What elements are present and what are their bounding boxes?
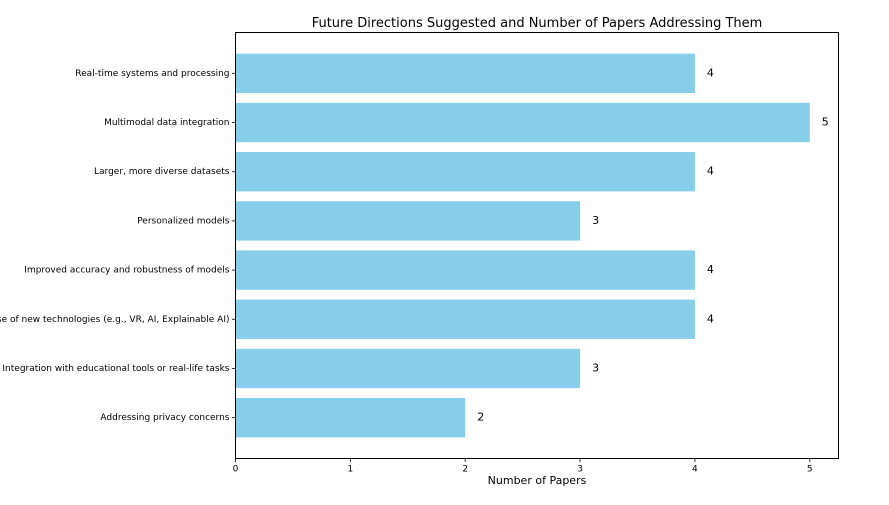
bars-layer xyxy=(235,53,810,438)
chart-title: Future Directions Suggested and Number o… xyxy=(312,16,763,31)
bar-value-label: 5 xyxy=(822,116,829,129)
bar xyxy=(235,299,695,339)
category-labels-layer: Real-time systems and processing Multimod… xyxy=(0,69,236,423)
plot-frame xyxy=(235,32,839,459)
bar-value-label: 4 xyxy=(707,263,714,276)
x-tick-label: 4 xyxy=(692,465,698,475)
x-axis-label: Number of Papers xyxy=(488,474,587,487)
bar-value-label: 4 xyxy=(707,66,714,79)
x-tick-label: 3 xyxy=(577,465,583,475)
bar-value-label: 3 xyxy=(592,361,599,374)
x-tick-label: 0 xyxy=(233,465,239,475)
bar xyxy=(235,250,695,290)
bar-value-label: 4 xyxy=(707,312,714,325)
x-ticks-layer: 0 1 2 3 4 5 xyxy=(233,458,813,475)
category-label: Addressing privacy concerns xyxy=(100,413,229,423)
category-label: Larger, more diverse datasets xyxy=(94,167,230,177)
x-tick-label: 5 xyxy=(807,465,813,475)
category-label: Improved accuracy and robustness of mode… xyxy=(24,266,230,276)
bar xyxy=(235,348,581,389)
category-label: Integration with educational tools or re… xyxy=(2,364,229,374)
data-labels-layer: 4 5 4 3 4 4 3 2 xyxy=(477,66,829,423)
bar xyxy=(235,201,581,241)
bar xyxy=(235,102,810,143)
bar xyxy=(235,53,695,94)
bar xyxy=(235,152,695,192)
bar-value-label: 2 xyxy=(477,411,484,424)
bar-value-label: 4 xyxy=(707,165,714,178)
category-label: Use of new technologies (e.g., VR, AI, E… xyxy=(0,315,230,325)
category-label: Real-time systems and processing xyxy=(75,69,229,79)
x-tick-label: 2 xyxy=(462,465,468,475)
bar-value-label: 3 xyxy=(592,214,599,227)
x-tick-label: 1 xyxy=(347,465,353,475)
bar xyxy=(235,397,466,438)
category-label: Multimodal data integration xyxy=(104,118,229,128)
category-label: Personalized models xyxy=(137,216,230,226)
